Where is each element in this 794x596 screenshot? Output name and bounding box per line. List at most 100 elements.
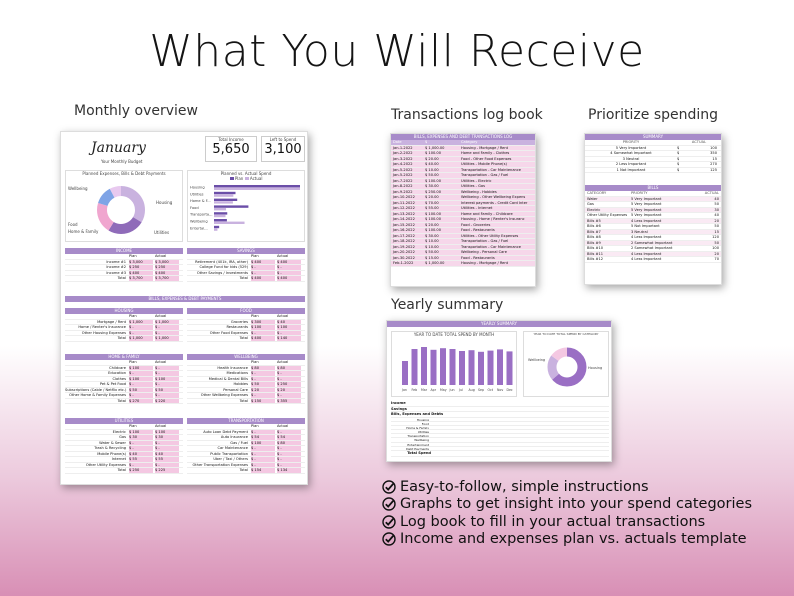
summary-actual: 270 — [710, 162, 717, 166]
wellbeing-row: Other Wellbeing Expenses $ - $ - — [187, 393, 305, 399]
prio-bill-priority[interactable]: 5 Very Important — [631, 213, 662, 217]
income-row-plan: $ 3,700 — [129, 276, 153, 281]
prio-bill-priority[interactable]: 5 Very Important — [631, 207, 662, 212]
food-col-actual: Actual — [277, 314, 289, 318]
transaction-date: Jan-13-2022 — [393, 211, 415, 216]
yearly-category-label: Entertainment — [407, 442, 429, 446]
transaction-row: Feb-1-2022 $ 1,000.00 Housing - Mortgage /… — [391, 261, 535, 267]
yearly-month-label: Jun — [449, 388, 455, 392]
home-family-row-plan: $ 100 — [129, 365, 153, 370]
food-row: Groceries $ 300 $ 40 — [187, 319, 305, 325]
yearly-table: Income Savings Bills, Expenses and Debts… — [391, 401, 609, 457]
prio-bill-priority[interactable]: 4 Less Important — [631, 257, 662, 261]
food-row-plan: $ 100 — [251, 325, 275, 330]
yearly-month-label: Sep — [478, 388, 484, 392]
transaction-category: Housing - Mortgage / Rent — [461, 145, 509, 150]
savings-row-plan: $ 400 — [251, 276, 275, 281]
yearly-bills-label: Bills, Expenses and Debts — [391, 412, 444, 416]
prio-bill-priority[interactable]: 4 Less Important — [631, 235, 662, 239]
prio-bill-category: Bills #10 — [587, 246, 604, 250]
col-amount: $ — [425, 140, 428, 144]
prio-bill-row: Bills #6 5 Not Important 50 — [585, 224, 721, 230]
transaction-amount: $ 50.00 — [425, 173, 439, 177]
prio-bill-row: Bills #9 2 Somewhat Important 50 — [585, 240, 721, 246]
home-family-row-actual: $ - — [155, 365, 179, 370]
yearly-month-label: Apr — [431, 388, 437, 392]
section-label-yearly: Yearly summary — [391, 297, 504, 313]
wellbeing-row-plan: $ - — [251, 376, 275, 381]
utilities-row-plan: $ - — [129, 462, 153, 467]
summary-row: 1 Not Important $125 — [585, 167, 721, 173]
transportation-row-label: Gas / Fuel — [230, 440, 248, 445]
home-family-row-actual: $ 220 — [155, 398, 179, 403]
transaction-amount: $ 10.00 — [425, 244, 439, 249]
home-family-row-actual: $ - — [155, 382, 179, 387]
prio-bill-priority[interactable]: 5 Not Important — [631, 224, 660, 228]
prio-bill-category: Bills #8 — [587, 235, 601, 239]
plan-bar — [214, 205, 249, 208]
yearly-category-label: Home & Family — [406, 425, 429, 430]
housing-row-plan: $ 1,000 — [129, 319, 153, 324]
food-row-actual: $ - — [277, 330, 301, 335]
prio-bill-priority[interactable]: 3 Neutral — [631, 229, 648, 234]
transaction-date: Jan-16-2022 — [393, 228, 415, 232]
prio-bill-priority[interactable]: 5 Very Important — [631, 196, 662, 201]
left-to-spend-value: 3,100 — [264, 142, 302, 157]
prio-bill-priority[interactable]: 4 Less Important — [631, 251, 662, 256]
utilities-row-actual: $ 40 — [155, 451, 179, 456]
summary-actual: 125 — [710, 167, 717, 172]
prio-bill-priority[interactable]: 2 Somewhat Important — [631, 246, 673, 250]
prio-bill-row: Bills #12 4 Less Important 70 — [585, 257, 721, 263]
food-row-actual: $ 100 — [277, 325, 301, 330]
home-family-row: Childcare $ 100 $ - — [65, 365, 183, 371]
income-col-headers: Plan Actual — [65, 254, 183, 260]
check-circle-icon — [382, 480, 396, 494]
transaction-row: Jan-3-2022 $ 20.00 Food - Other Food Expen… — [391, 156, 535, 162]
utilities-row-actual: $ 30 — [155, 435, 179, 440]
prio-bill-priority[interactable]: 4 Less Important — [631, 218, 662, 223]
savings-row-plan: $ - — [251, 270, 275, 275]
transactions-log-sheet: BILLS, EXPENSES AND DEBT TRANSACTIONS LO… — [390, 133, 536, 287]
home-family-col-label — [65, 360, 129, 365]
feature-list: Easy-to-follow, simple instructions Graph… — [382, 478, 752, 548]
yearly-month-bar — [411, 349, 418, 385]
home-family-row-actual: $ 50 — [155, 387, 179, 392]
savings-row-actual: $ - — [277, 270, 301, 275]
yearly-month-bar — [402, 361, 408, 385]
plan-actual-bar-label: Transporta... — [189, 213, 213, 217]
food-row-label: Restaurants — [226, 325, 248, 329]
yearly-category-row: Wellbeing — [391, 438, 609, 443]
wellbeing-row: Medications $ - $ - — [187, 371, 305, 377]
prio-bill-row: Bills #7 3 Neutral 15 — [585, 229, 721, 235]
utilities-col-label — [65, 424, 129, 429]
utilities-row-label: Internet — [111, 457, 126, 461]
feature-text: Graphs to get insight into your spend ca… — [400, 496, 753, 513]
yearly-month-label: Mar — [421, 388, 428, 392]
wellbeing-row-plan: $ - — [251, 371, 275, 376]
income-row-label: Income #3 — [106, 270, 126, 275]
wellbeing-row-plan: $ - — [251, 393, 275, 398]
monthly-overview-sheet: January Your Monthly Budget Total Income… — [60, 131, 308, 485]
prio-bill-priority[interactable]: 5 Very Important — [631, 202, 662, 206]
yearly-month-bar — [421, 347, 427, 385]
yearly-category-row: Housing — [391, 418, 609, 422]
transportation-row-label: Uber / Taxi / Others — [213, 457, 248, 461]
wellbeing-row: Medical & Dental Bills $ - $ - — [187, 376, 305, 382]
wellbeing-row-actual: $ 250 — [277, 382, 301, 387]
transaction-category: Interest payments - Credit Card Inter — [461, 200, 528, 205]
prio-bill-priority[interactable]: 2 Somewhat Important — [631, 240, 673, 245]
month-title: January — [91, 140, 146, 156]
wellbeing-row-actual: $ - — [277, 376, 301, 381]
housing-col-actual: Actual — [155, 314, 167, 318]
savings-row-label: Total — [239, 276, 248, 280]
transaction-row: Jan-9-2022 $ 250.00 Wellbeing - Hobbies — [391, 189, 535, 195]
utilities-row-plan: $ 40 — [129, 451, 153, 456]
donut-label-wellbeing: Wellbeing — [68, 186, 88, 191]
transaction-date: Jan-19-2022 — [393, 244, 415, 249]
transaction-date: Jan-10-2022 — [393, 195, 415, 199]
food-row: Total $ 400 $ 140 — [187, 336, 305, 342]
prio-bill-row: Water 5 Very Important 40 — [585, 196, 721, 202]
transaction-amount: $ 15.00 — [425, 255, 439, 260]
housing-row: Home / Renter's Insurance $ - $ - — [65, 325, 183, 331]
transaction-row: Jan-10-2022 $ 20.00 Wellbeing - Other Well… — [391, 195, 535, 201]
